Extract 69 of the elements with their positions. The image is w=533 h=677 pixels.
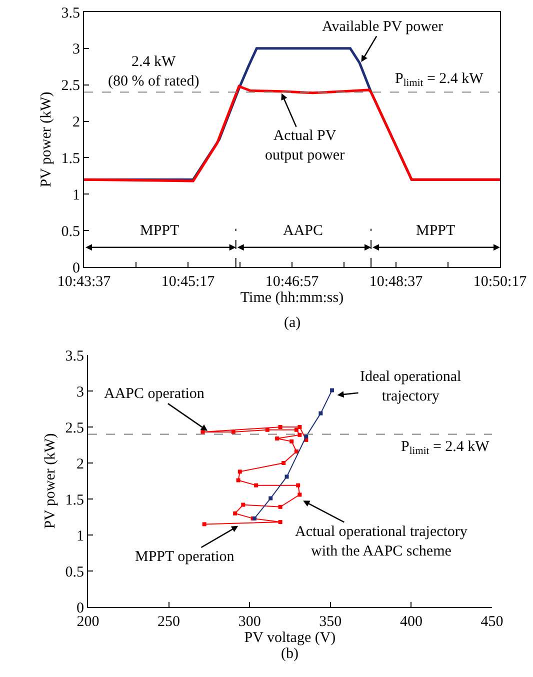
y-tick-label: 3.5 <box>61 5 80 22</box>
point <box>304 434 308 438</box>
x-tick-label: 450 <box>480 614 504 630</box>
x-tick-label: 10:45:17 <box>161 274 216 290</box>
point <box>330 388 334 392</box>
point <box>282 461 286 465</box>
x-tick-label: 10:43:37 <box>57 274 112 290</box>
point <box>294 449 298 454</box>
point <box>296 483 300 488</box>
y-tick-label: 0.5 <box>61 224 80 240</box>
text: (b) <box>281 646 298 662</box>
annotation: Available PV power <box>322 19 444 35</box>
point <box>298 425 302 429</box>
x-tick-label: 10:46:57 <box>265 274 320 290</box>
y-tick-label: 0.5 <box>65 564 84 580</box>
point <box>278 425 282 429</box>
x-tick-label: 10:48:37 <box>369 274 424 290</box>
point <box>278 504 282 509</box>
y-tick-label: 3 <box>76 384 84 400</box>
x-tick-label: 350 <box>319 614 342 630</box>
x-tick-label: 300 <box>238 614 261 630</box>
y-tick-label: 0 <box>76 600 84 616</box>
x-axis-title: Time (hh:mm:ss) <box>240 290 344 306</box>
y-tick-label: 1 <box>72 187 80 204</box>
text: (a) <box>284 315 301 331</box>
annotation: P$_{limit}$ = 2.4 kW <box>401 439 490 458</box>
annotation: P$_{limit}$ = 2.4 kW <box>395 71 484 90</box>
point <box>202 522 206 526</box>
y-tick-label: 2 <box>72 114 80 131</box>
y-axis-title: PV power (kW) <box>38 92 54 188</box>
point <box>290 439 294 444</box>
y-axis-title: PV power (kW) <box>42 433 58 529</box>
annotation: Ideal operational trajectory <box>360 369 462 404</box>
point <box>265 428 270 432</box>
annotation: Actual operational trajectory with the AAPC scheme <box>295 524 468 560</box>
annotation: AAPC <box>283 223 324 239</box>
point <box>238 470 242 474</box>
point <box>254 483 258 488</box>
x-tick-label: 10:50:17 <box>473 274 528 290</box>
x-tick-label: 250 <box>158 614 180 630</box>
annotation: 2.4 kW (80 % of rated) <box>108 54 200 90</box>
annotation: Actual PV output power <box>265 128 345 164</box>
point <box>241 502 246 507</box>
annotation: AAPC operation <box>104 386 205 402</box>
point <box>275 436 280 441</box>
point <box>318 411 323 416</box>
y-tick-label: 2 <box>76 456 84 472</box>
x-tick-label: 200 <box>76 614 100 630</box>
y-tick-label: 3 <box>72 42 80 58</box>
point <box>236 478 240 482</box>
point <box>284 474 289 479</box>
point <box>298 432 302 437</box>
point <box>298 492 302 497</box>
annotation: MPPT <box>416 223 456 239</box>
y-tick-label: 2.5 <box>61 78 80 94</box>
y-tick-label: 0 <box>72 260 80 276</box>
y-tick-label: 2.5 <box>65 420 84 436</box>
annotation: MPPT <box>140 223 180 239</box>
point <box>278 520 282 524</box>
x-axis-title: PV voltage (V) <box>244 630 336 646</box>
point <box>294 428 298 432</box>
y-tick-label: 1.5 <box>65 492 84 508</box>
y-tick-label: 1.5 <box>61 150 80 167</box>
x-tick-label: 400 <box>400 614 422 630</box>
point <box>268 496 273 500</box>
y-tick-label: 1 <box>76 528 84 544</box>
point <box>233 511 238 516</box>
y-tick-label: 3.5 <box>65 348 84 364</box>
annotation: MPPT operation <box>135 549 235 565</box>
